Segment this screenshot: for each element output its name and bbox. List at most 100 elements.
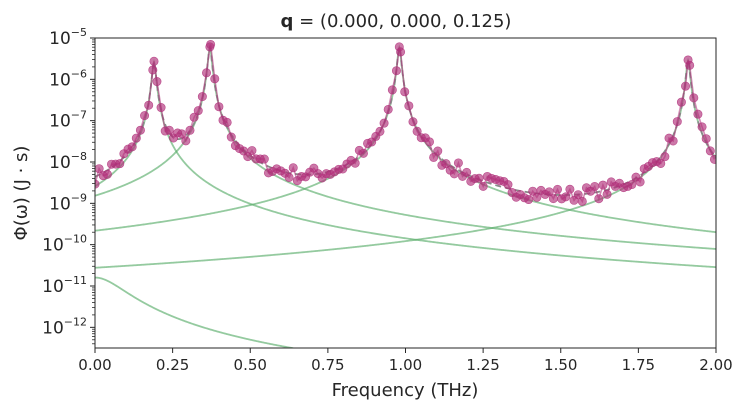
x-tick-label: 2.00: [699, 356, 732, 374]
x-axis-ticks: 0.00 0.25 0.50 0.75 1.00 1.25 1.50 1.75 2.00: [78, 348, 733, 374]
observed-point: [656, 158, 666, 168]
observed-point: [635, 177, 645, 187]
observed-point: [449, 169, 459, 179]
x-tick-label: 1.75: [622, 356, 655, 374]
observed-point: [478, 181, 488, 191]
x-tick: 1.50: [544, 348, 577, 374]
component-curve-1: [95, 58, 716, 269]
title-coordinates: = (0.000, 0.000, 0.125): [293, 11, 511, 32]
x-tick-label: 1.25: [466, 356, 499, 374]
observed-point: [181, 136, 191, 146]
y-tick: 10−8: [49, 150, 95, 173]
observed-point: [127, 142, 137, 152]
y-tick-label: 10−5: [49, 26, 87, 49]
observed-point: [177, 129, 187, 139]
observed-point: [144, 100, 154, 110]
observed-point: [358, 148, 368, 158]
observed-point: [532, 192, 542, 202]
y-tick: 10−9: [49, 191, 95, 214]
observed-point: [594, 194, 604, 204]
y-minor-ticks: [92, 39, 95, 345]
observed-point: [152, 77, 162, 87]
observed-point: [115, 159, 125, 169]
x-tick: 1.25: [466, 348, 500, 374]
observed-point: [672, 117, 682, 127]
observed-point: [156, 103, 166, 113]
y-tick: 10−5: [49, 26, 95, 49]
chart-title: q = (0.000, 0.000, 0.125): [281, 11, 512, 32]
x-tick-label: 0.00: [78, 356, 111, 374]
observed-point: [524, 195, 534, 205]
observed-point: [197, 92, 207, 102]
x-tick-label: 0.25: [156, 356, 189, 374]
observed-point: [701, 134, 711, 144]
observed-point: [429, 152, 439, 162]
observed-point: [590, 181, 600, 191]
observed-point: [375, 126, 385, 136]
observed-point: [705, 146, 715, 156]
observed-point: [259, 154, 269, 164]
observed-point: [553, 184, 563, 194]
observed-point: [284, 172, 294, 182]
y-tick: 10−11: [42, 274, 95, 297]
total-fit-curve: [95, 44, 716, 196]
observed-point: [660, 152, 670, 162]
plot-area: [95, 39, 716, 348]
observed-point: [214, 102, 224, 112]
x-tick-label: 1.50: [544, 356, 577, 374]
observed-point: [379, 118, 389, 128]
observed-point: [424, 137, 434, 147]
observed-point: [404, 101, 414, 111]
y-tick: 10−7: [49, 109, 95, 132]
observed-point: [627, 180, 637, 190]
observed-point: [408, 117, 418, 127]
observed-point: [685, 60, 695, 70]
observed-point: [668, 136, 678, 146]
observed-point: [681, 81, 691, 91]
observed-point: [226, 132, 236, 142]
observed-point: [206, 39, 216, 49]
observed-point: [140, 111, 150, 121]
y-axis-label: Φ(ω) (J · s): [11, 146, 32, 241]
observed-point: [565, 184, 575, 194]
observed-point: [102, 169, 112, 179]
y-tick: 10−6: [49, 67, 95, 90]
component-curve-5: [95, 276, 297, 348]
observed-point: [598, 180, 608, 190]
title-q: q: [281, 11, 294, 32]
plot-frame: [94, 37, 717, 349]
observed-point: [400, 87, 410, 97]
y-tick-label: 10−8: [49, 150, 87, 173]
y-tick: 10−12: [42, 315, 95, 338]
x-tick-label: 1.00: [389, 356, 422, 374]
y-tick-label: 10−6: [49, 67, 87, 90]
observed-point: [693, 109, 703, 119]
component-curves: [95, 44, 716, 348]
x-tick: 0.25: [156, 348, 189, 374]
y-tick-label: 10−11: [42, 274, 87, 297]
observed-point: [149, 56, 159, 66]
observed-point: [503, 180, 513, 190]
observed-point: [164, 125, 174, 135]
observed-point: [462, 167, 472, 177]
observed-point: [577, 196, 587, 206]
y-tick-label: 10−9: [49, 191, 87, 214]
observed-point: [131, 133, 141, 143]
y-tick-label: 10−7: [49, 109, 87, 132]
y-tick: 10−10: [42, 233, 95, 256]
observed-point: [202, 68, 212, 78]
observed-point: [561, 192, 571, 202]
observed-point: [412, 126, 422, 136]
observed-series: [95, 39, 716, 206]
x-tick: 0.50: [234, 348, 267, 374]
observed-point: [391, 66, 401, 76]
x-axis-label: Frequency (THz): [332, 380, 479, 401]
observed-point: [433, 146, 443, 156]
observed-point: [544, 187, 554, 197]
svg-text:q = (0.000, 0.000, 0.125): q = (0.000, 0.000, 0.125): [281, 11, 512, 32]
observed-point: [247, 146, 257, 156]
observed-point: [548, 194, 558, 204]
observed-point: [474, 173, 484, 183]
observed-point: [387, 85, 397, 95]
